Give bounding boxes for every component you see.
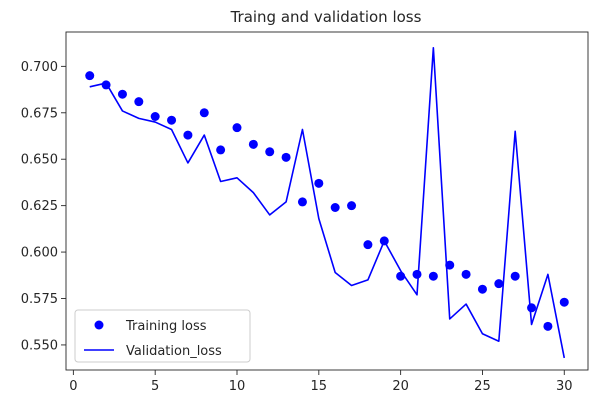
x-tick-label: 5 bbox=[151, 379, 159, 394]
training-loss-point bbox=[216, 145, 226, 155]
training-loss-point bbox=[330, 203, 340, 212]
x-tick-label: 0 bbox=[69, 379, 77, 394]
plot-area: 0 5 10 15 20 25 30 0.550 0.575 0.600 0.625 0.650 0.6… bbox=[21, 46, 573, 394]
training-loss-point bbox=[150, 112, 160, 121]
training-loss-point bbox=[85, 71, 95, 81]
training-loss-point bbox=[199, 108, 209, 118]
training-loss-point bbox=[347, 201, 357, 211]
training-loss-point bbox=[494, 279, 504, 289]
training-loss-point bbox=[167, 115, 177, 125]
training-loss-point bbox=[297, 197, 307, 207]
legend: Training loss Validation_loss bbox=[74, 309, 251, 363]
training-loss-point bbox=[543, 321, 553, 331]
training-loss-point bbox=[510, 271, 520, 281]
axes-frame bbox=[65, 31, 589, 371]
x-tick-label: 25 bbox=[474, 379, 491, 394]
training-loss-point bbox=[396, 271, 406, 281]
training-loss-point bbox=[314, 178, 324, 188]
y-tick-label: 0.600 bbox=[21, 246, 58, 261]
training-loss-point bbox=[477, 284, 487, 294]
training-loss-point bbox=[117, 89, 127, 99]
x-tick-label: 20 bbox=[392, 379, 409, 394]
y-tick-label: 0.650 bbox=[21, 153, 58, 168]
training-loss-point bbox=[183, 130, 193, 140]
training-loss-point bbox=[527, 303, 537, 313]
y-tick-label: 0.575 bbox=[21, 292, 58, 307]
validation-loss-line bbox=[89, 46, 566, 359]
x-tick-label: 10 bbox=[229, 379, 246, 394]
y-tick-label: 0.700 bbox=[21, 60, 58, 75]
legend-label-training: Training loss bbox=[125, 319, 207, 334]
legend-box bbox=[74, 309, 251, 363]
training-loss-point bbox=[134, 97, 144, 107]
training-loss-point bbox=[265, 147, 275, 157]
training-loss-point bbox=[281, 152, 291, 162]
x-tick-label: 30 bbox=[556, 379, 573, 394]
legend-label-validation: Validation_loss bbox=[126, 344, 222, 359]
training-loss-point bbox=[559, 297, 569, 307]
training-loss-point bbox=[412, 269, 422, 279]
y-tick-label: 0.625 bbox=[21, 199, 58, 214]
y-tick-label: 0.675 bbox=[21, 106, 58, 121]
training-loss-point bbox=[379, 236, 389, 246]
training-loss-point bbox=[363, 240, 373, 250]
chart-title: Traing and validation loss bbox=[230, 8, 422, 26]
training-loss-point bbox=[445, 260, 455, 270]
legend-marker-training bbox=[94, 320, 104, 330]
training-loss-point bbox=[101, 80, 111, 90]
training-loss-point bbox=[248, 139, 258, 149]
training-loss-point bbox=[461, 269, 471, 279]
training-loss-point bbox=[428, 271, 438, 281]
y-tick-label: 0.550 bbox=[21, 338, 58, 353]
x-tick-label: 15 bbox=[311, 379, 328, 394]
training-loss-point bbox=[232, 123, 242, 133]
